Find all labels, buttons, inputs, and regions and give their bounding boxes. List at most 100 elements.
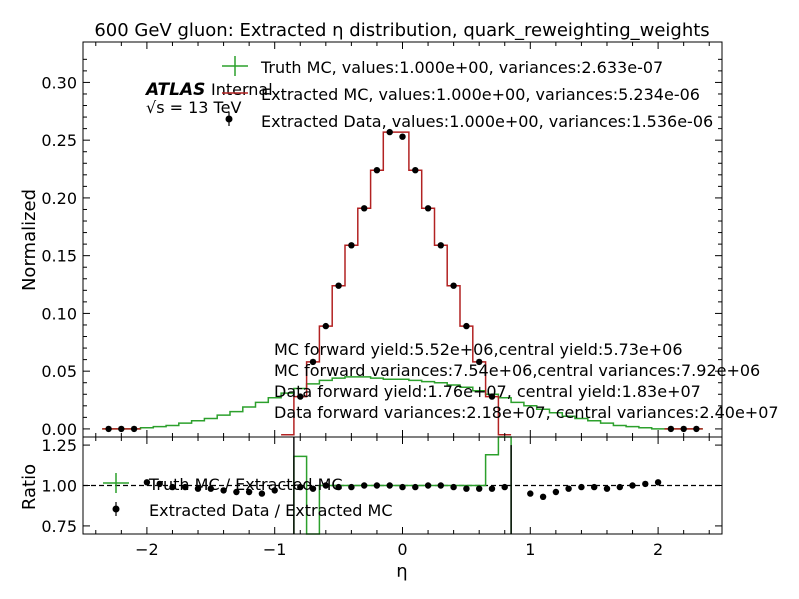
data-point-data-ratio: [194, 485, 202, 492]
data-point-data-ratio: [450, 483, 457, 491]
data-point-data-ratio: [552, 488, 560, 496]
data-point-data-ratio: [309, 485, 317, 492]
main-y-axis-label: Normalized: [19, 189, 40, 291]
y-tick-label-main: 0.10: [41, 304, 77, 323]
data-point-data-ratio: [399, 483, 406, 491]
ratio-panel-frame: [82, 436, 723, 535]
x-tick-label: −1: [263, 540, 287, 559]
data-point-extracted-data: [693, 425, 700, 433]
data-point-extracted-data: [412, 167, 419, 174]
y-tick-label-main: 0.30: [41, 73, 77, 92]
legend-marker-extracted-data: [225, 115, 233, 123]
chart-title: 600 GeV gluon: Extracted η distribution,…: [94, 20, 709, 41]
data-point-extracted-data: [361, 205, 368, 212]
data-point-extracted-data: [667, 425, 675, 433]
data-point-data-ratio: [386, 482, 393, 489]
data-point-data-ratio: [488, 485, 496, 492]
data-point-data-ratio: [565, 485, 572, 492]
data-point-extracted-data: [118, 425, 125, 433]
data-point-data-ratio: [182, 483, 189, 491]
data-point-extracted-data: [399, 133, 406, 140]
data-point-data-ratio: [463, 485, 470, 492]
atlas-label: ATLAS: [144, 80, 205, 100]
data-point-data-ratio: [501, 483, 508, 491]
legend-label-extracted-data: Extracted Data, values:1.000e+00, varian…: [261, 112, 713, 131]
legend-label-truth-ratio: Truth MC / Extracted MC: [148, 475, 343, 494]
data-point-extracted-data: [130, 425, 138, 433]
data-point-data-ratio: [143, 479, 151, 486]
data-point-data-ratio: [616, 483, 623, 491]
x-tick-label: 0: [397, 540, 407, 559]
data-point-data-ratio: [258, 490, 266, 497]
y-tick-label-main: 0.20: [41, 189, 77, 208]
legend-label-data-ratio: Extracted Data / Extracted MC: [149, 501, 393, 520]
data-point-data-ratio: [654, 479, 662, 486]
ratio-panel: 0.75 1.00 1.25 −2 −1 0 1 2: [41, 436, 723, 559]
legend-item-extracted-mc: Extracted MC, values:1.000e+00, variance…: [222, 85, 700, 104]
data-point-extracted-data: [680, 425, 687, 433]
data-point-extracted-data: [297, 393, 304, 400]
data-point-extracted-data: [450, 282, 457, 289]
y-tick-label-ratio: 0.75: [41, 517, 77, 536]
legend-item-truth-mc: Truth MC, values:1.000e+00, variances:2.…: [222, 56, 663, 77]
data-point-data-ratio: [642, 480, 649, 488]
data-point-extracted-data: [463, 322, 470, 330]
data-point-data-ratio: [578, 483, 585, 491]
data-point-extracted-data: [476, 358, 483, 366]
main-legend: Truth MC, values:1.000e+00, variances:2.…: [222, 56, 713, 131]
x-tick-label: −2: [135, 540, 159, 559]
ratio-y-axis-label: Ratio: [19, 464, 40, 510]
annotation-data-variances: Data forward variances:2.18e+07, central…: [274, 403, 779, 422]
data-point-data-ratio: [156, 480, 163, 488]
data-point-data-ratio: [476, 485, 483, 492]
data-point-data-ratio: [361, 482, 368, 489]
data-point-data-ratio: [412, 483, 419, 491]
y-tick-label-main: 0.25: [41, 131, 77, 150]
data-point-data-ratio: [297, 483, 304, 491]
annotation-mc-yield: MC forward yield:5.52e+06,central yield:…: [274, 340, 683, 359]
data-point-extracted-data: [424, 205, 432, 212]
atlas-status-label: Internal: [211, 80, 273, 99]
ratio-legend: Truth MC / Extracted MC Extracted Data /…: [103, 473, 393, 520]
legend-item-truth-ratio: Truth MC / Extracted MC: [103, 473, 343, 494]
data-point-extracted-data: [322, 322, 329, 330]
data-point-data-ratio: [322, 482, 329, 489]
data-point-extracted-data: [335, 282, 342, 289]
x-axis-label: η: [396, 561, 407, 582]
y-tick-label-main: 0.00: [41, 420, 77, 439]
y-tick-label-ratio: 1.00: [41, 477, 77, 496]
data-point-extracted-data: [348, 242, 355, 249]
data-point-data-ratio: [591, 483, 598, 491]
data-point-data-ratio: [348, 483, 355, 491]
data-point-data-ratio: [539, 493, 547, 500]
y-tick-label-ratio: 1.25: [41, 436, 77, 455]
data-point-data-ratio: [169, 483, 176, 491]
legend-item-data-ratio: Extracted Data / Extracted MC: [112, 501, 393, 520]
data-point-data-ratio: [233, 488, 240, 496]
energy-label: √s = 13 TeV: [146, 98, 241, 117]
legend-label-truth-mc: Truth MC, values:1.000e+00, variances:2.…: [260, 58, 663, 77]
data-point-data-ratio: [603, 485, 611, 492]
data-point-extracted-data: [373, 167, 381, 174]
x-tick-label: 1: [525, 540, 535, 559]
data-point-data-ratio: [207, 485, 214, 492]
x-tick-label: 2: [653, 540, 663, 559]
data-point-data-ratio: [527, 490, 534, 497]
data-point-extracted-data: [105, 425, 112, 433]
data-point-data-ratio: [245, 488, 253, 496]
y-tick-label-main: 0.15: [41, 247, 77, 266]
main-panel: 0.00 0.05 0.10 0.15 0.20 0.25 0.30: [41, 41, 723, 439]
series-line-truth-mc: [102, 376, 703, 430]
annotation-data-yield: Data forward yield:1.76e+07, central yie…: [274, 382, 701, 401]
data-point-data-ratio: [271, 487, 278, 494]
data-point-data-ratio: [437, 482, 444, 489]
legend-marker-data-ratio: [112, 505, 120, 513]
legend-item-extracted-data: Extracted Data, values:1.000e+00, varian…: [225, 112, 713, 131]
data-point-extracted-data: [309, 358, 317, 366]
data-point-data-ratio: [629, 482, 636, 489]
data-point-extracted-data: [386, 128, 393, 136]
legend-label-extracted-mc: Extracted MC, values:1.000e+00, variance…: [261, 85, 700, 104]
data-point-data-ratio: [220, 487, 227, 494]
data-point-extracted-data: [488, 393, 496, 400]
